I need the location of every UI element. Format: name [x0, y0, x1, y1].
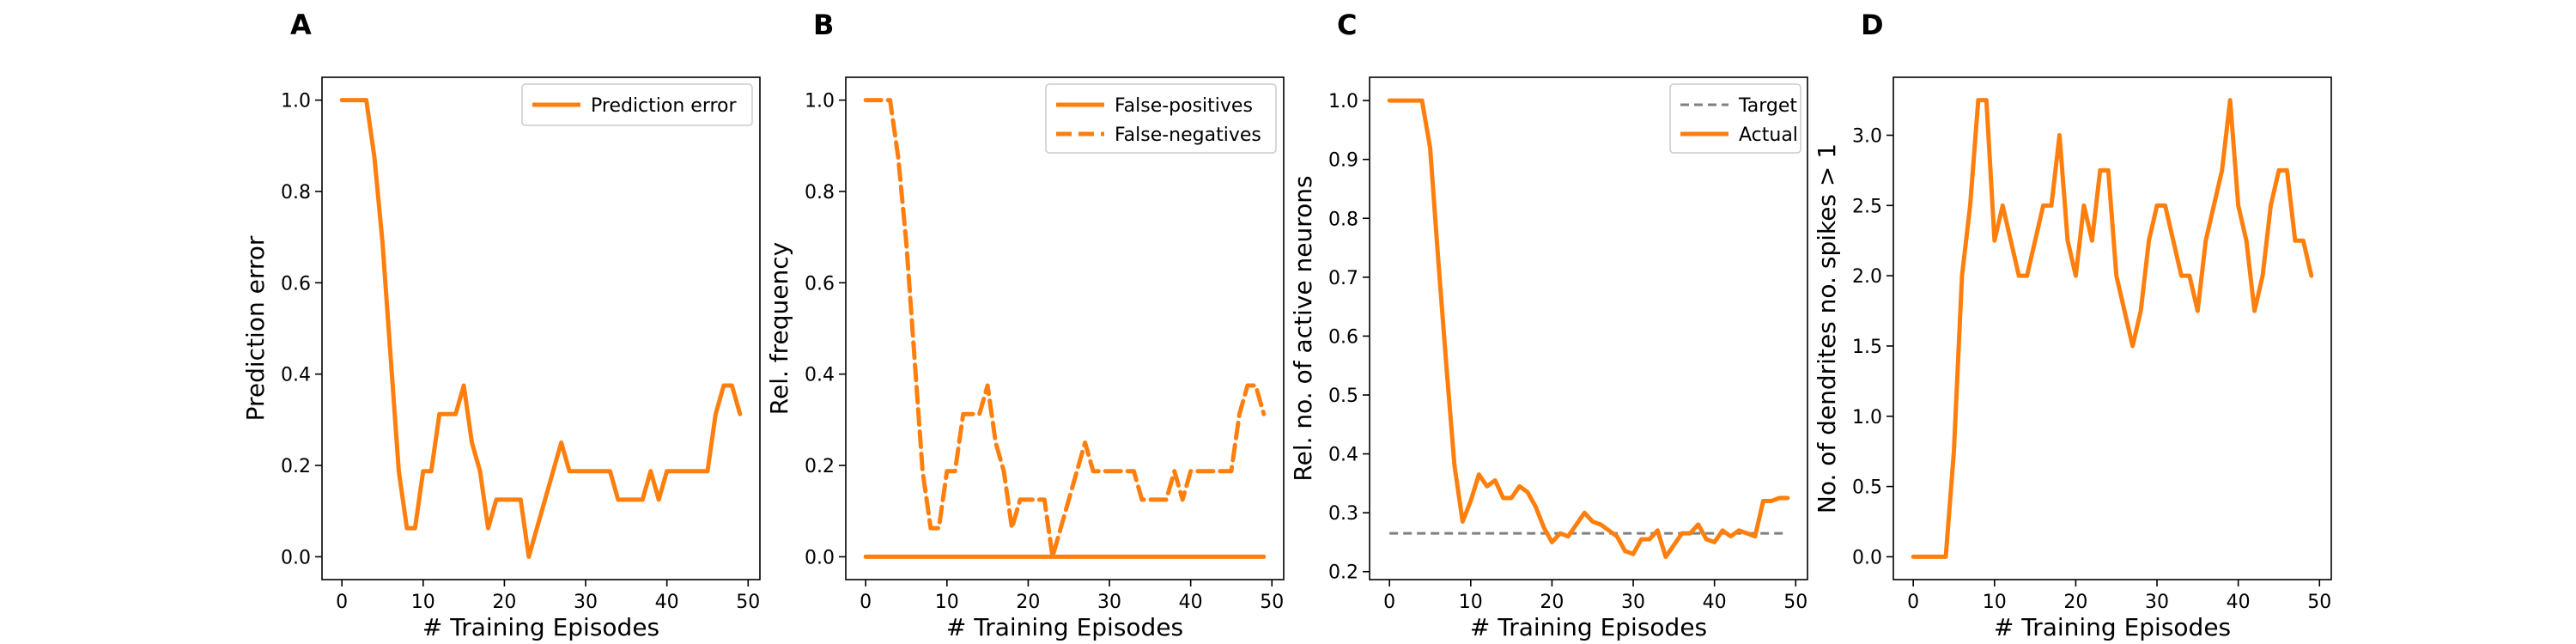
panel-d-axes-frame [1893, 76, 2332, 580]
panel-c-legend-label-target: Target [1738, 95, 1797, 117]
panel-b-y-tick-label: 0.2 [805, 456, 835, 477]
panel-b-legend-label-false-negatives: False-negatives [1115, 125, 1261, 146]
panel-a-y-tick-label: 0.6 [281, 273, 311, 295]
panel-c-x-axis-label: # Training Episodes [1470, 613, 1707, 641]
panel-a-x-tick-label: 20 [492, 592, 516, 613]
panel-b-y-axis-label: Rel. frequency [765, 242, 793, 415]
panel-a-y-tick-label: 1.0 [281, 91, 311, 112]
panel-b-y-tick-label: 0.0 [805, 547, 835, 568]
panel-b-x-axis-label: # Training Episodes [946, 613, 1183, 641]
panel-d-y-tick-label: 2.5 [1852, 196, 1882, 217]
panel-a-x-tick-label: 40 [655, 592, 679, 613]
panel-a-axes-frame [321, 76, 761, 580]
panel-b-x-tick-label: 0 [860, 592, 872, 613]
panel-b-x-tick-label: 30 [1097, 592, 1121, 613]
panel-a-x-tick-label: 50 [736, 592, 760, 613]
panel-a-y-tick-label: 0.2 [281, 456, 311, 477]
panel-d-y-axis-label: No. of dendrites no. spikes > 1 [1813, 143, 1841, 513]
panel-b-y-tick-label: 0.6 [805, 273, 835, 295]
panel-d-y-tick-label: 1.0 [1852, 407, 1882, 428]
panel-c-legend-label-actual: Actual [1739, 125, 1798, 146]
panel-b-series-false-negatives-line [863, 98, 1267, 559]
panel-a: 0 10 20 30 40 50 0.0 0.2 0.4 0.6 0.8 1.0 # Training… [241, 76, 761, 641]
panel-b-legend-label-false-positives: False-positives [1115, 95, 1253, 117]
panel-d-x-tick-label: 10 [1983, 592, 2007, 613]
panel-letter-a: A [290, 9, 312, 41]
panel-c-y-axis-label: Rel. no. of active neurons [1289, 175, 1317, 481]
panel-d-y-tick-label: 0.5 [1852, 477, 1882, 499]
panel-d-x-tick-label: 20 [2063, 592, 2087, 613]
panel-a-y-axis-label: Prediction error [241, 235, 270, 421]
panel-a-y-tick-label: 0.8 [281, 182, 311, 204]
panel-c-y-tick-label: 0.9 [1328, 150, 1358, 172]
panel-a-plot-area: 0 10 20 30 40 50 0.0 0.2 0.4 0.6 0.8 1.0 [281, 91, 760, 613]
panel-c-y-tick-label: 0.4 [1328, 445, 1358, 466]
panel-b-y-tick-label: 0.4 [805, 365, 835, 386]
panel-d-x-tick-label: 40 [2227, 592, 2251, 613]
panel-c-x-tick-label: 40 [1703, 592, 1727, 613]
panel-a-legend-box [521, 83, 753, 126]
panel-letter-b: B [813, 9, 834, 41]
panel-d-y-tick-label: 2.0 [1852, 266, 1882, 288]
panel-b-legend: False-positives False-negatives [1045, 83, 1277, 154]
panel-c-y-tick-label: 0.3 [1328, 503, 1358, 525]
panel-d-x-tick-label: 30 [2145, 592, 2169, 613]
panel-b-x-tick-label: 20 [1016, 592, 1040, 613]
panel-d-x-axis-label: # Training Episodes [1994, 613, 2231, 641]
panel-b-x-tick-label: 40 [1179, 592, 1203, 613]
panel-c-x-tick-label: 50 [1783, 592, 1807, 613]
panel-c-y-tick-label: 0.2 [1328, 562, 1358, 584]
panel-c-y-tick-label: 1.0 [1328, 91, 1358, 112]
panel-b-y-tick-label: 1.0 [805, 91, 835, 112]
panel-b-x-tick-label: 50 [1260, 592, 1284, 613]
panel-c: 0 10 20 30 40 50 0.2 0.3 0.4 0.5 0.6 0.7 0.8 0.9 1.0 #… [1289, 76, 1808, 641]
panel-c-plot-area: 0 10 20 30 40 50 0.2 0.3 0.4 0.5 0.6 0.7 0.8 0.9 1.0 [1328, 91, 1807, 613]
panel-c-x-tick-label: 10 [1459, 592, 1483, 613]
panel-b-y-tick-label: 0.8 [805, 182, 835, 204]
panel-a-y-tick-label: 0.0 [281, 547, 311, 568]
panel-b-plot-area: 0 10 20 30 40 50 0.0 0.2 0.4 0.6 0.8 1.0 [805, 91, 1284, 613]
panel-c-series-actual-line [1387, 98, 1790, 560]
panel-d-x-tick-label: 0 [1907, 592, 1919, 613]
panel-c-y-tick-label: 0.8 [1328, 209, 1358, 230]
panel-d-plot-area: 0 10 20 30 40 50 0.0 0.5 1.0 1.5 2.0 2.5 3.0 [1852, 98, 2331, 613]
panel-c-y-tick-label: 0.5 [1328, 386, 1358, 407]
panel-a-series-prediction-error-line [339, 98, 743, 559]
panel-c-y-tick-label: 0.6 [1328, 326, 1358, 348]
panel-a-x-tick-label: 10 [411, 592, 435, 613]
panel-d-y-tick-label: 1.5 [1852, 337, 1882, 358]
panel-letter-d: D [1861, 9, 1884, 41]
panel-c-legend: Target Actual [1669, 83, 1801, 154]
panel-d-y-tick-label: 0.0 [1852, 547, 1882, 568]
panel-c-x-tick-label: 30 [1621, 592, 1645, 613]
panel-c-y-tick-label: 0.7 [1328, 268, 1358, 289]
panel-a-x-tick-label: 30 [574, 592, 598, 613]
panel-letter-c: C [1337, 9, 1357, 41]
panel-d: 0 10 20 30 40 50 0.0 0.5 1.0 1.5 2.0 2.5 3.0 # Train… [1813, 76, 2332, 641]
panel-a-legend-label-prediction-error: Prediction error [591, 95, 737, 117]
panel-c-x-tick-label: 0 [1383, 592, 1395, 613]
panel-d-y-tick-label: 3.0 [1852, 126, 1882, 148]
panel-a-y-tick-label: 0.4 [281, 365, 311, 386]
panel-a-legend: Prediction error [521, 83, 753, 126]
panel-b: 0 10 20 30 40 50 0.0 0.2 0.4 0.6 0.8 1.0 # Training… [765, 76, 1285, 641]
panel-c-x-tick-label: 20 [1540, 592, 1564, 613]
panel-b-axes-frame [845, 76, 1285, 580]
panel-a-x-axis-label: # Training Episodes [422, 613, 659, 641]
panel-d-series-series-line [1911, 98, 2314, 559]
panel-b-x-tick-label: 10 [935, 592, 959, 613]
panel-a-x-tick-label: 0 [336, 592, 348, 613]
panel-d-x-tick-label: 50 [2307, 592, 2331, 613]
panel-c-axes-frame [1369, 76, 1808, 580]
